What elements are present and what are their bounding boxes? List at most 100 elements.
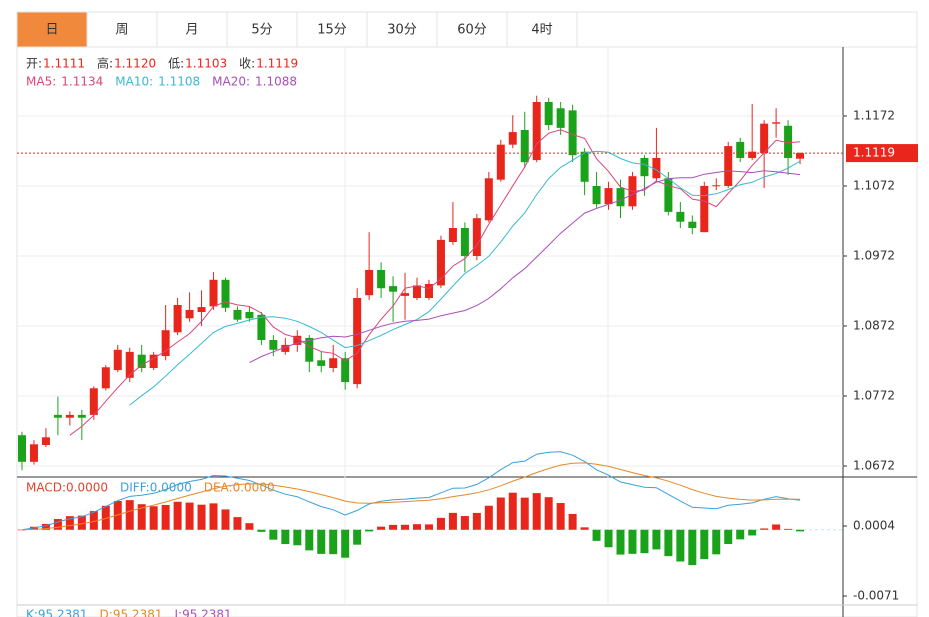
candle-body (568, 110, 577, 156)
legend-value: 1.1108 (158, 75, 200, 89)
legend-label: MA10: (115, 75, 153, 89)
legend-value: 95.2381 (182, 608, 232, 617)
candle-body (65, 414, 74, 418)
macd-bar (592, 529, 601, 541)
y-tick-label: 1.0772 (853, 389, 895, 403)
macd-bar (329, 529, 338, 555)
legend-label: 低: (168, 57, 184, 71)
legend-label: MA5: (26, 75, 56, 89)
macd-bar (65, 516, 74, 530)
y-tick-label: 1.0672 (853, 459, 895, 473)
candle-body (305, 337, 314, 362)
candle-body (221, 279, 230, 308)
macd-bar (460, 516, 469, 530)
macd-bar (197, 504, 206, 530)
dea-line (21, 462, 801, 531)
macd-bar (448, 512, 457, 530)
candle-body (484, 178, 493, 221)
macd-bar (365, 529, 374, 532)
tab-label[interactable]: 5分 (251, 23, 272, 38)
labels: 日 周 月 5分 15分 30分 60分 4时开: 1.1111 高: 1.1120 低: 1.1103… (16, 11, 899, 617)
tab-label[interactable]: 60分 (457, 23, 487, 38)
candle-body (401, 293, 410, 296)
candle-body (556, 108, 565, 128)
macd-bar (209, 503, 218, 530)
candle-body (113, 349, 122, 371)
macd-bar (77, 515, 86, 530)
legend-label: DIFF: (120, 481, 150, 495)
legend-label: MA20: (212, 75, 250, 89)
candle-body (185, 309, 194, 319)
tab-label[interactable]: 日 (45, 23, 58, 38)
macd-bar (484, 505, 493, 530)
candle-body (748, 151, 757, 158)
tab-label[interactable]: 周 (115, 23, 128, 38)
tab[interactable] (156, 11, 228, 48)
tab[interactable] (16, 11, 88, 48)
tab[interactable] (506, 11, 578, 48)
legend-label: D: (100, 608, 113, 617)
macd-bar (353, 529, 362, 545)
candle-body (760, 123, 769, 154)
tab-label[interactable]: 30分 (387, 23, 417, 38)
macd-bar (580, 527, 589, 530)
legend-label: 开: (26, 57, 42, 71)
tab-label[interactable]: 4时 (531, 23, 552, 38)
legend-value: 1.1111 (43, 57, 85, 71)
y-tick-label: 1.0872 (853, 318, 895, 332)
y-tick-label: -0.0071 (853, 589, 899, 603)
tab-label[interactable]: 月 (185, 23, 198, 38)
legend-value: 95.2381 (113, 608, 163, 617)
candle-body (77, 414, 86, 418)
macd-bar (89, 511, 98, 530)
y-tick-label: 1.1172 (853, 108, 895, 122)
candle-body (712, 185, 721, 187)
tab-label[interactable]: 15分 (317, 23, 347, 38)
candle-body (592, 185, 601, 205)
candle-body (664, 178, 673, 212)
candle-body (532, 101, 541, 161)
legend-label: 收: (239, 57, 255, 71)
macd-bar (676, 529, 685, 562)
tab[interactable] (366, 11, 438, 48)
candle-body (377, 269, 386, 289)
macd-bar (185, 502, 194, 530)
legend-value: 1.1103 (185, 57, 227, 71)
macd-bar (688, 529, 697, 566)
candle-body (18, 435, 26, 462)
tab[interactable] (86, 11, 158, 48)
legend-value: 0.0000 (150, 481, 192, 495)
macd-bar (760, 528, 769, 530)
macd-bar (664, 529, 673, 557)
macd-bar (293, 529, 302, 546)
macd-bar (556, 503, 565, 530)
macd-bar (389, 524, 398, 530)
legend-value: 0.0000 (233, 481, 275, 495)
macd-bar (568, 513, 577, 530)
legend-value: 95.2381 (38, 608, 88, 617)
legend-value: 1.1088 (255, 75, 297, 89)
candle-body (784, 125, 793, 158)
macd-bar (281, 529, 290, 545)
macd-bar (269, 529, 278, 540)
tab[interactable] (436, 11, 508, 48)
candle-body (89, 388, 98, 415)
candle-body (281, 344, 290, 352)
macd-bar (245, 523, 254, 530)
last-price-label: 1.1119 (853, 146, 895, 160)
candle-body (257, 314, 266, 340)
candle-body (436, 239, 445, 286)
macd-bar (125, 500, 134, 530)
candle-body (772, 122, 781, 124)
macd-bar (161, 505, 170, 530)
ma-line (249, 170, 801, 364)
diff-line (21, 451, 801, 531)
macd-bar (532, 493, 541, 530)
legend-value: 1.1120 (114, 57, 156, 71)
candle-body (688, 221, 697, 228)
macd-bar (640, 529, 649, 554)
candle-body (293, 335, 302, 345)
candle-body (413, 285, 422, 298)
candle-body (544, 101, 553, 126)
